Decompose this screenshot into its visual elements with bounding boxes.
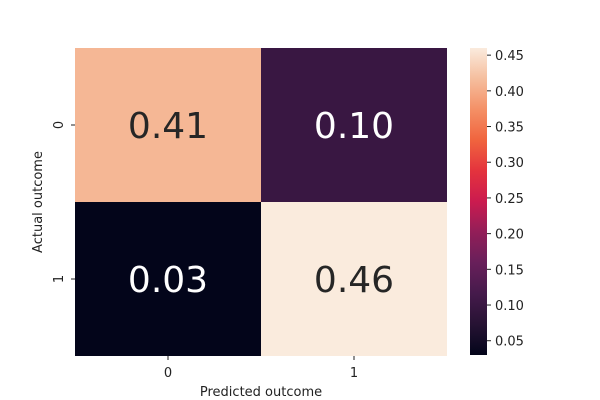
colorbar-gradient	[470, 48, 487, 355]
heatmap-cell-1-1	[261, 202, 447, 356]
y-axis-title: Actual outcome	[31, 151, 46, 253]
heatmap-cell-0-0	[75, 48, 261, 202]
colorbar-tick-label-8: 0.45	[495, 49, 524, 64]
cell-value-label-1-0: 0.03	[128, 260, 208, 301]
colorbar-tick-label-3: 0.20	[495, 228, 524, 243]
colorbar-tick-label-5: 0.30	[495, 156, 524, 171]
colorbar-tick-label-4: 0.25	[495, 192, 524, 207]
cell-value-label-0-0: 0.41	[128, 106, 208, 147]
colorbar-tick-label-6: 0.35	[495, 121, 524, 136]
y-tick-label-0: 0	[52, 121, 67, 129]
colorbar-tick-label-2: 0.15	[495, 263, 524, 278]
heatmap-cell-0-1	[261, 48, 447, 202]
heatmap-cells: 0.41 0.10 0.03 0.46	[75, 48, 447, 356]
colorbar-tick-label-0: 0.05	[495, 335, 524, 350]
colorbar-tick-label-1: 0.10	[495, 299, 524, 314]
heatmap-cell-1-0	[75, 202, 261, 356]
cell-value-label-0-1: 0.10	[314, 106, 394, 147]
y-axis-ticks: 01	[52, 121, 75, 283]
x-tick-label-0: 0	[164, 366, 172, 381]
y-tick-label-1: 1	[52, 275, 67, 283]
colorbar: 0.05 0.10 0.15 0.20 0.25 0.30 0.35 0.40 0.45	[470, 48, 524, 355]
colorbar-tick-label-7: 0.40	[495, 85, 524, 100]
x-axis-title: Predicted outcome	[200, 385, 322, 400]
x-tick-label-1: 1	[350, 366, 358, 381]
cell-value-label-1-1: 0.46	[314, 260, 394, 301]
